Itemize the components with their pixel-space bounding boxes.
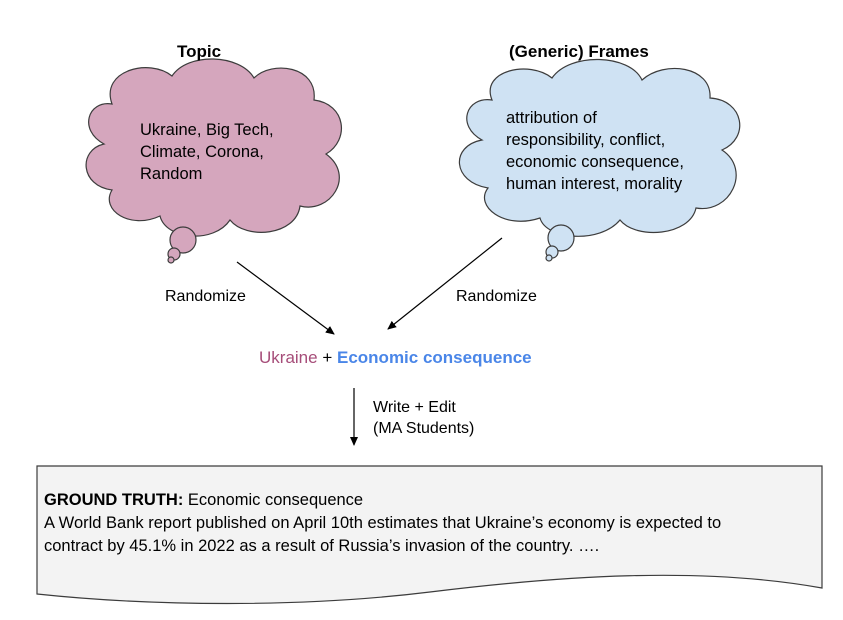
frames-line: attribution of: [506, 109, 597, 127]
combination-topic: Ukraine: [259, 348, 318, 367]
frames-line: economic consequence,: [506, 153, 684, 171]
frames-line: responsibility, conflict,: [506, 131, 666, 149]
write-edit-line2: (MA Students): [373, 420, 475, 437]
combination-plus: +: [322, 348, 333, 367]
frames-heading: (Generic) Frames: [509, 42, 649, 61]
write-edit-label: Write + Edit (MA Students): [373, 397, 474, 439]
write-edit-line1: Write + Edit: [373, 399, 456, 416]
ground-truth-document: GROUND TRUTH: Economic consequence A Wor…: [44, 489, 819, 558]
topic-line: Climate, Corona,: [140, 143, 264, 161]
randomize-left-label: Randomize: [165, 288, 246, 305]
topic-cloud: [85, 58, 342, 264]
topic-line: Random: [140, 165, 203, 183]
arrow-frames-to-combination: [387, 237, 503, 330]
document-line: A World Bank report published on April 1…: [44, 514, 722, 532]
topic-line: Ukraine, Big Tech,: [140, 121, 274, 139]
combination-frame: Economic consequence: [337, 348, 532, 367]
topic-list: Ukraine, Big Tech, Climate, Corona, Rand…: [140, 119, 274, 185]
frames-list: attribution of responsibility, conflict,…: [506, 107, 684, 195]
frames-cloud: [458, 58, 741, 262]
frames-line: human interest, morality: [506, 175, 683, 193]
randomize-right-label: Randomize: [456, 288, 537, 305]
ground-truth-label: GROUND TRUTH:: [44, 491, 184, 509]
arrow-topic-to-combination: [236, 261, 335, 335]
document-shape: [36, 465, 823, 605]
topic-heading: Topic: [177, 42, 222, 61]
ground-truth-header: GROUND TRUTH: Economic consequence: [44, 489, 819, 512]
combination: Ukraine + Economic consequence: [259, 348, 532, 368]
ground-truth-value: Economic consequence: [187, 491, 364, 509]
document-line: contract by 45.1% in 2022 as a result of…: [44, 537, 600, 555]
